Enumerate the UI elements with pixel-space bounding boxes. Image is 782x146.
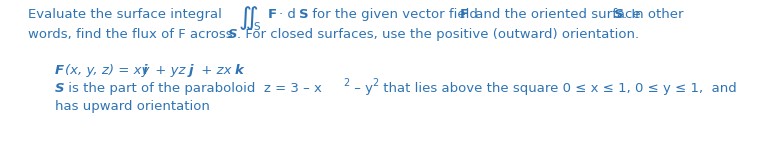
Text: S: S [228,28,238,41]
Text: that lies above the square 0 ≤ x ≤ 1, 0 ≤ y ≤ 1,  and: that lies above the square 0 ≤ x ≤ 1, 0 … [379,82,737,95]
Text: 2: 2 [343,78,350,88]
Text: S: S [253,22,260,32]
Text: + yz: + yz [151,64,190,77]
Text: for the given vector field: for the given vector field [308,8,482,21]
Text: . In other: . In other [623,8,683,21]
Text: F: F [460,8,469,21]
Text: and the oriented surface: and the oriented surface [471,8,645,21]
Text: S: S [299,8,309,21]
Text: S: S [55,82,64,95]
Text: is the part of the paraboloid  z = 3 – x: is the part of the paraboloid z = 3 – x [64,82,322,95]
Text: Evaluate the surface integral: Evaluate the surface integral [28,8,222,21]
Text: 2: 2 [372,78,378,88]
Text: k: k [235,64,244,77]
Text: words, find the flux of F across: words, find the flux of F across [28,28,237,41]
Text: . For closed surfaces, use the positive (outward) orientation.: . For closed surfaces, use the positive … [237,28,639,41]
Text: F: F [268,8,277,21]
Text: ∬: ∬ [239,6,259,30]
Text: S: S [614,8,623,21]
Text: · d: · d [279,8,296,21]
Text: + zx: + zx [197,64,235,77]
Text: has upward orientation: has upward orientation [55,100,210,113]
Text: F: F [55,64,64,77]
Text: – y: – y [350,82,373,95]
Text: (x, y, z) = xy: (x, y, z) = xy [65,64,153,77]
Text: i: i [143,64,148,77]
Text: j: j [189,64,193,77]
